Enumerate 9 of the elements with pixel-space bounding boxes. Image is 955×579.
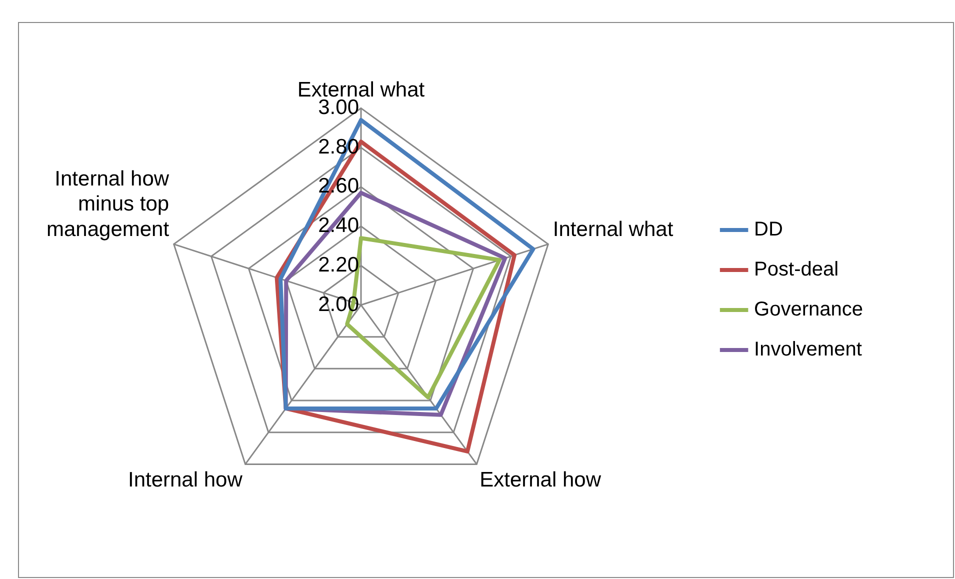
spoke-label: Internal how: [128, 468, 244, 492]
legend-label: Involvement: [754, 338, 862, 361]
spoke-label: Internal how minus top management: [46, 167, 170, 241]
legend-label: DD: [754, 218, 783, 241]
spoke-label: Internal what: [552, 218, 674, 241]
legend-label: Post-deal: [754, 258, 839, 281]
legend-label: Governance: [754, 298, 864, 321]
spoke-label: External how: [480, 468, 602, 492]
y-tick-label: 3.00: [318, 96, 359, 119]
